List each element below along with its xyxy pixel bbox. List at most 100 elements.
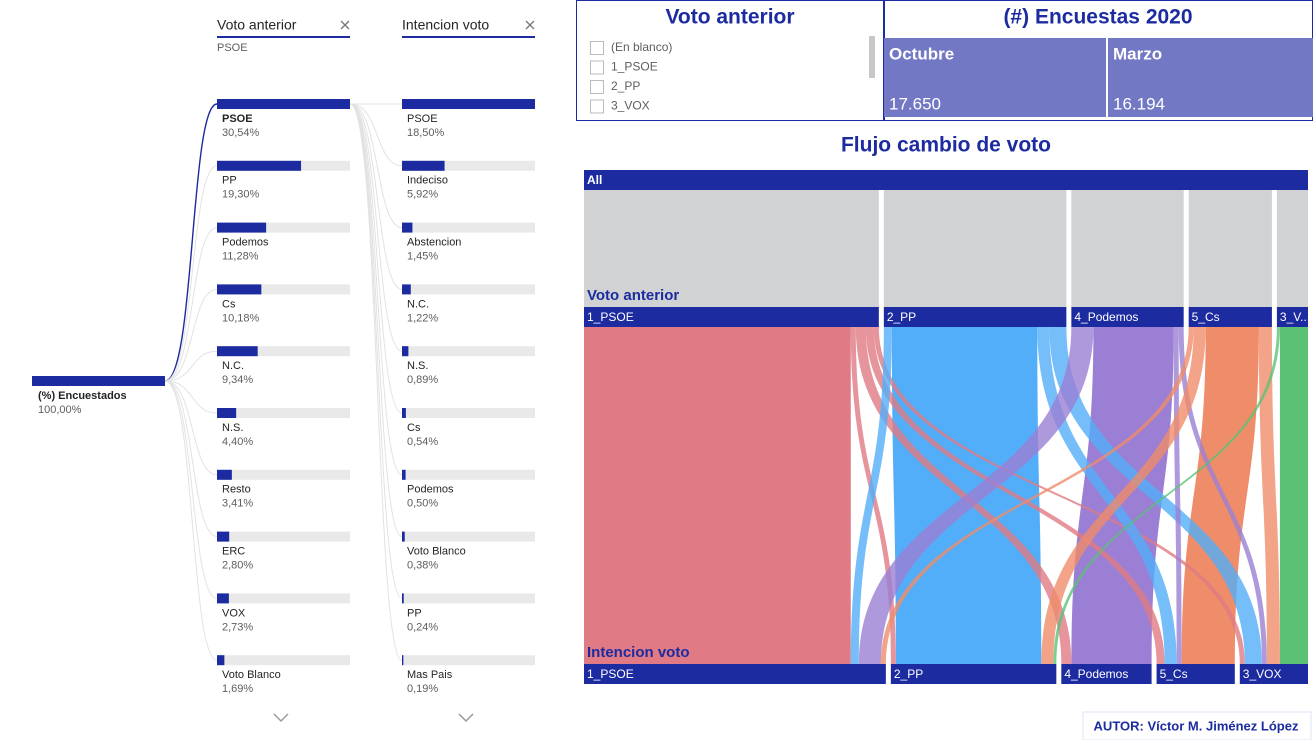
flow-link[interactable] bbox=[873, 327, 1245, 664]
connector bbox=[164, 350, 218, 382]
checkbox[interactable] bbox=[590, 41, 604, 55]
bar[interactable] bbox=[217, 346, 258, 357]
source-node-label: 5_Cs bbox=[1192, 310, 1220, 324]
item-label: N.C. bbox=[222, 360, 244, 372]
item-value: 0,54% bbox=[407, 436, 438, 448]
target-node-label: 5_Cs bbox=[1160, 667, 1188, 681]
bar-track[interactable] bbox=[217, 346, 350, 357]
checkbox[interactable] bbox=[590, 99, 604, 114]
bar-track[interactable] bbox=[217, 655, 350, 666]
level-header[interactable]: Intencion voto bbox=[402, 17, 489, 33]
bar-track[interactable] bbox=[402, 160, 535, 171]
scroll-down[interactable] bbox=[458, 713, 474, 723]
flow-link[interactable] bbox=[858, 327, 1094, 664]
bar-track[interactable] bbox=[402, 222, 535, 233]
bar[interactable] bbox=[402, 469, 406, 480]
flow-link[interactable] bbox=[1053, 327, 1280, 664]
scroll-down[interactable] bbox=[273, 713, 289, 723]
bar[interactable] bbox=[402, 655, 404, 666]
bar-track[interactable] bbox=[217, 408, 350, 418]
bar[interactable] bbox=[217, 593, 229, 604]
bar[interactable] bbox=[217, 655, 225, 666]
remove-level[interactable] bbox=[525, 20, 535, 30]
item-label: ERC bbox=[222, 546, 245, 558]
item-value: 1,22% bbox=[407, 312, 438, 324]
bar-track[interactable] bbox=[217, 284, 350, 295]
flow-link[interactable] bbox=[1049, 327, 1262, 664]
bar[interactable] bbox=[402, 408, 406, 418]
card-label: Octubre bbox=[889, 44, 954, 63]
source-node[interactable] bbox=[1276, 307, 1308, 327]
slicer-option[interactable]: 1_PSOE bbox=[611, 60, 658, 74]
root-label: (%) Encuestados bbox=[38, 390, 127, 402]
flow-link[interactable] bbox=[855, 327, 1072, 664]
target-node[interactable] bbox=[584, 664, 886, 684]
flow-link[interactable] bbox=[880, 327, 1194, 664]
flow-link[interactable] bbox=[1173, 327, 1182, 664]
bar[interactable] bbox=[402, 99, 535, 109]
item-value: 10,18% bbox=[222, 312, 260, 324]
bar[interactable] bbox=[402, 284, 411, 295]
checkbox[interactable] bbox=[590, 60, 604, 75]
remove-level[interactable] bbox=[340, 20, 350, 30]
bar-track[interactable] bbox=[402, 593, 535, 604]
source-node[interactable] bbox=[584, 307, 879, 327]
bar-track[interactable] bbox=[402, 346, 535, 357]
target-node[interactable] bbox=[1156, 664, 1235, 684]
flow-link[interactable] bbox=[584, 327, 851, 664]
item-value: 19,30% bbox=[222, 189, 260, 201]
connector bbox=[164, 165, 218, 382]
scrollbar[interactable] bbox=[869, 36, 875, 78]
bar[interactable] bbox=[217, 284, 262, 295]
item-value: 30,54% bbox=[222, 127, 260, 139]
bar-track[interactable] bbox=[402, 284, 535, 295]
bar[interactable] bbox=[402, 531, 405, 542]
flow-link[interactable] bbox=[1178, 327, 1267, 664]
flow-link[interactable] bbox=[1037, 327, 1177, 664]
flow-link[interactable] bbox=[1279, 327, 1308, 664]
flow-link[interactable] bbox=[850, 327, 892, 664]
bar[interactable] bbox=[217, 469, 232, 480]
source-node[interactable] bbox=[1071, 307, 1184, 327]
bar[interactable] bbox=[217, 99, 350, 109]
item-value: 1,45% bbox=[407, 251, 438, 263]
item-label: Abstencion bbox=[407, 237, 461, 249]
cards-title: (#) Encuestas 2020 bbox=[1003, 6, 1192, 29]
item-value: 9,34% bbox=[222, 374, 253, 386]
source-node[interactable] bbox=[1188, 307, 1272, 327]
bar[interactable] bbox=[402, 593, 404, 604]
bar[interactable] bbox=[402, 160, 445, 171]
item-value: 2,80% bbox=[222, 560, 253, 572]
bar-track[interactable] bbox=[217, 593, 350, 604]
level-label: Intencion voto bbox=[587, 644, 690, 661]
bar[interactable] bbox=[217, 531, 230, 542]
item-label: Cs bbox=[407, 422, 421, 434]
target-node[interactable] bbox=[1239, 664, 1308, 684]
level-label: Voto anterior bbox=[587, 287, 679, 304]
bar[interactable] bbox=[402, 222, 413, 233]
bar-track[interactable] bbox=[217, 469, 350, 480]
item-label: Podemos bbox=[407, 484, 454, 496]
bar-track[interactable] bbox=[217, 531, 350, 542]
bar[interactable] bbox=[217, 222, 267, 233]
item-value: 2,73% bbox=[222, 621, 253, 633]
level-header[interactable]: Voto anterior bbox=[217, 17, 297, 33]
flow-link[interactable] bbox=[1258, 327, 1280, 664]
bar-track[interactable] bbox=[402, 469, 535, 480]
bar[interactable] bbox=[217, 408, 237, 418]
bar-track[interactable] bbox=[402, 531, 535, 542]
flow-link[interactable] bbox=[865, 327, 1165, 664]
bar-track[interactable] bbox=[402, 655, 535, 666]
bar-track[interactable] bbox=[217, 222, 350, 233]
target-node[interactable] bbox=[1061, 664, 1152, 684]
bar[interactable] bbox=[402, 346, 409, 357]
checkbox[interactable] bbox=[590, 80, 604, 94]
target-node[interactable] bbox=[890, 664, 1057, 684]
slicer-option[interactable]: 3_VOX bbox=[611, 99, 650, 113]
bar-track[interactable] bbox=[402, 408, 535, 418]
slicer-option[interactable]: (En blanco) bbox=[611, 40, 672, 54]
bar[interactable] bbox=[217, 160, 302, 171]
source-node[interactable] bbox=[883, 307, 1067, 327]
slicer-option[interactable]: 2_PP bbox=[611, 79, 640, 93]
flow-link[interactable] bbox=[1041, 327, 1206, 664]
